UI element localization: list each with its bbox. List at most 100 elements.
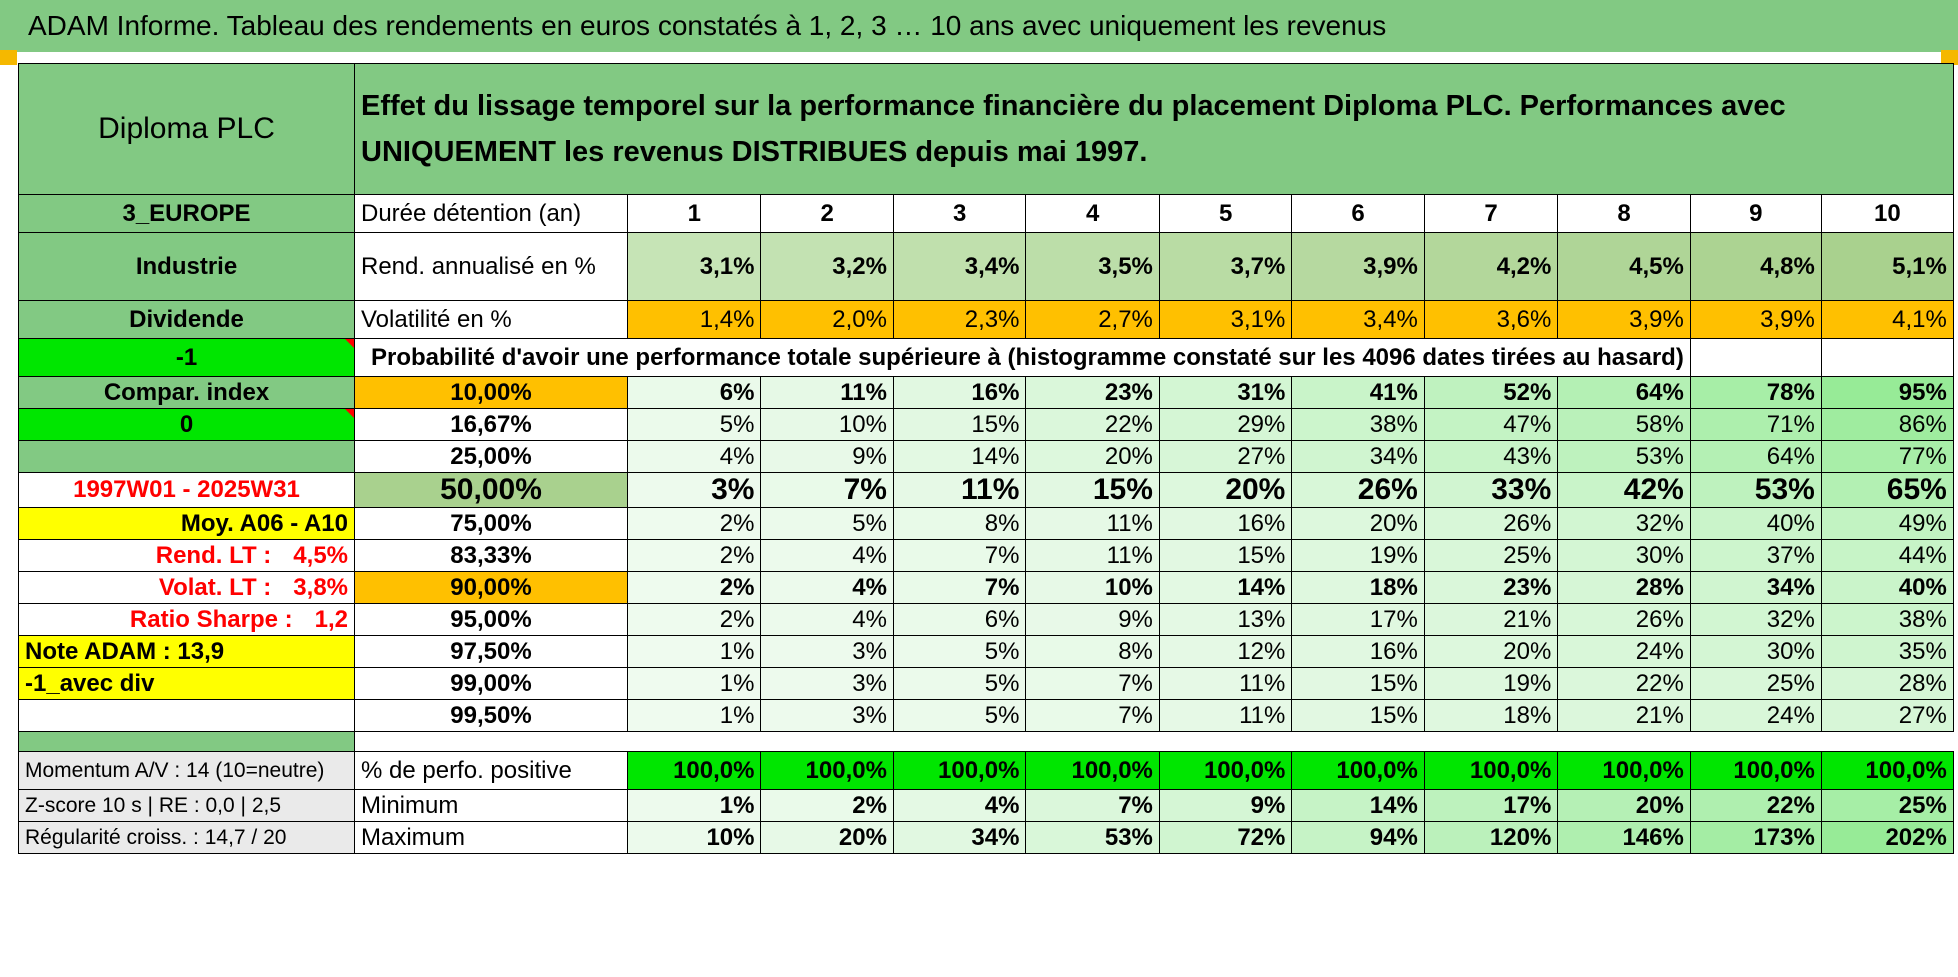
probability-value: 24%	[1557, 635, 1691, 668]
avec-div-cell: -1_avec div	[18, 667, 355, 700]
spacer-green-cell	[18, 731, 355, 752]
probability-value: 1%	[627, 699, 762, 732]
stats-label: % de perfo. positive	[353, 751, 629, 790]
probability-value: 11%	[1158, 699, 1293, 732]
probability-value: 35%	[1820, 635, 1954, 668]
threshold-cell: 50,00%	[353, 472, 629, 508]
stats-value: 100,0%	[1557, 751, 1691, 790]
probability-value: 77%	[1820, 440, 1954, 473]
report-banner: ADAM Informe. Tableau des rendements en …	[0, 0, 1958, 52]
probability-value: 30%	[1557, 539, 1691, 572]
probability-value: 11%	[892, 472, 1027, 508]
probability-value: 27%	[1158, 440, 1293, 473]
probability-value: 34%	[1291, 440, 1425, 473]
probability-value: 20%	[1423, 635, 1559, 668]
volat-lt-cell: Volat. LT : 3,8%	[18, 571, 355, 604]
probability-value: 37%	[1689, 539, 1822, 572]
threshold-cell: 25,00%	[353, 440, 629, 473]
probability-value: 32%	[1557, 507, 1691, 540]
probability-value: 6%	[892, 603, 1027, 636]
probability-value: 11%	[760, 376, 894, 409]
probability-value: 9%	[1025, 603, 1160, 636]
period-cell: 1997W01 - 2025W31	[18, 472, 355, 508]
empty-cell	[1820, 338, 1954, 377]
duration-header: 2	[760, 194, 894, 233]
probability-value: 64%	[1689, 440, 1822, 473]
probability-row: 99,50% 1% 3% 5% 7% 11% 15% 18% 21% 24% 27%	[18, 699, 1954, 732]
stats-value: 14%	[1291, 789, 1425, 822]
stats-value: 120%	[1423, 821, 1559, 854]
empty-green-cell	[18, 440, 355, 473]
region-cell: 3_EUROPE	[18, 194, 355, 233]
probability-value: 6%	[627, 376, 762, 409]
probability-value: 8%	[892, 507, 1027, 540]
probability-value: 21%	[1557, 699, 1691, 732]
probability-value: 28%	[1557, 571, 1691, 604]
sharpe-cell-value: 1,2	[314, 605, 348, 633]
probability-value: 10%	[1025, 571, 1160, 604]
probability-title: Probabilité d'avoir une performance tota…	[354, 338, 1691, 377]
probability-value: 30%	[1689, 635, 1822, 668]
spacer-row	[18, 731, 1954, 752]
table-title: Effet du lissage temporel sur la perform…	[354, 63, 1954, 195]
probability-value: 78%	[1689, 376, 1822, 409]
stats-value: 72%	[1158, 821, 1293, 854]
probability-row: 0 16,67% 5% 10% 15% 22% 29% 38% 47% 58% 71% 86%	[18, 408, 1954, 441]
performance-table: Diploma PLC Effet du lissage temporel su…	[18, 63, 1954, 854]
probability-row: 1997W01 - 2025W31 50,00% 3% 7% 11% 15% 20% 26% 3…	[18, 472, 1954, 508]
probability-value: 10%	[760, 408, 894, 441]
flag-cell-1: -1	[18, 338, 355, 377]
probability-value: 40%	[1689, 507, 1822, 540]
stats-value: 22%	[1689, 789, 1822, 822]
probability-value: 18%	[1423, 699, 1559, 732]
stats-value: 17%	[1423, 789, 1559, 822]
flag-cell-2: 0	[18, 408, 355, 441]
probability-value: 42%	[1557, 472, 1691, 508]
stats-left-cell: Régularité croiss. : 14,7 / 20	[18, 821, 355, 854]
probability-value: 3%	[627, 472, 762, 508]
duration-header: 6	[1291, 194, 1425, 233]
threshold-cell: 10,00%	[353, 376, 629, 409]
rend-value: 3,2%	[760, 232, 894, 301]
stats-value: 10%	[627, 821, 762, 854]
probability-row: Moy. A06 - A10 75,00% 2% 5% 8% 11% 16% 20% 26% 32…	[18, 507, 1954, 540]
vol-value: 3,1%	[1158, 300, 1293, 339]
probability-value: 4%	[760, 571, 894, 604]
probability-value: 43%	[1423, 440, 1559, 473]
stats-value: 34%	[892, 821, 1027, 854]
probability-value: 5%	[760, 507, 894, 540]
probability-value: 40%	[1820, 571, 1954, 604]
stats-value: 146%	[1557, 821, 1691, 854]
probability-value: 25%	[1689, 667, 1822, 700]
probability-row: Compar. index 10,00% 6% 11% 16% 23% 31% 41% 52% 6…	[18, 376, 1954, 409]
probability-value: 11%	[1025, 539, 1160, 572]
rend-value: 4,8%	[1689, 232, 1822, 301]
probability-value: 15%	[1291, 699, 1425, 732]
probability-value: 9%	[760, 440, 894, 473]
probability-value: 18%	[1291, 571, 1425, 604]
stats-value: 25%	[1820, 789, 1954, 822]
rend-value: 4,2%	[1423, 232, 1559, 301]
stats-value: 100,0%	[627, 751, 762, 790]
probability-value: 64%	[1557, 376, 1691, 409]
sector-cell: Industrie	[18, 232, 355, 301]
probability-value: 4%	[760, 539, 894, 572]
probability-row: Ratio Sharpe : 1,2 95,00% 2% 4% 6% 9% 13% 17% 21%…	[18, 603, 1954, 636]
probability-value: 7%	[760, 472, 894, 508]
vol-value: 3,9%	[1689, 300, 1822, 339]
stats-left-cell: Momentum A/V : 14 (10=neutre)	[18, 751, 355, 790]
probability-value: 1%	[627, 667, 762, 700]
probability-row: 25,00% 4% 9% 14% 20% 27% 34% 43% 53% 64% 77%	[18, 440, 1954, 473]
probability-value: 86%	[1820, 408, 1954, 441]
probability-value: 28%	[1820, 667, 1954, 700]
threshold-cell: 90,00%	[353, 571, 629, 604]
probability-value: 11%	[1158, 667, 1293, 700]
probability-value: 33%	[1423, 472, 1559, 508]
stats-value: 94%	[1291, 821, 1425, 854]
probability-value: 2%	[627, 571, 762, 604]
probability-value: 4%	[760, 603, 894, 636]
threshold-cell: 16,67%	[353, 408, 629, 441]
stats-value: 53%	[1025, 821, 1160, 854]
probability-value: 7%	[892, 539, 1027, 572]
probability-value: 71%	[1689, 408, 1822, 441]
